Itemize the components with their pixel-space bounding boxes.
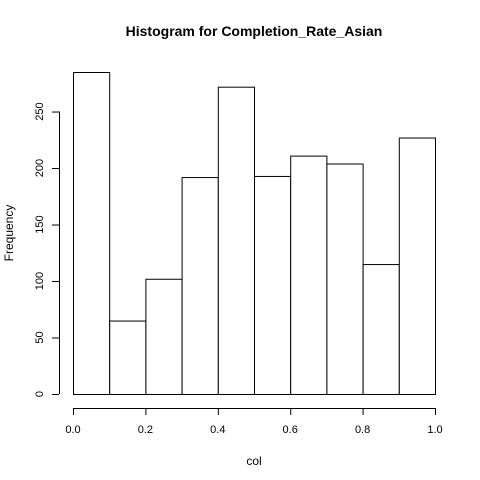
- y-tick-label: 50: [34, 331, 46, 343]
- x-tick-label: 0.4: [210, 424, 225, 436]
- x-tick-label: 0.8: [355, 424, 370, 436]
- x-tick-label: 1.0: [427, 424, 442, 436]
- histogram-bar: [290, 155, 328, 395]
- y-axis: 0 50 100 150 200 250: [34, 102, 60, 397]
- x-axis-label: col: [246, 454, 261, 468]
- y-tick-label: 0: [34, 391, 46, 397]
- x-tick-label: 0.0: [65, 424, 80, 436]
- chart-title: Histogram for Completion_Rate_Asian: [126, 23, 383, 39]
- histogram-bar: [109, 320, 147, 395]
- y-axis-label: Frequency: [2, 205, 16, 262]
- histogram-bar: [254, 175, 292, 395]
- y-tick-label: 200: [34, 159, 46, 177]
- histogram-bar: [326, 163, 364, 395]
- x-tick-label: 0.2: [138, 424, 153, 436]
- histogram-bar: [362, 264, 400, 396]
- x-axis: 0.0 0.2 0.4 0.6 0.8 1.0: [65, 408, 443, 436]
- x-tick-label: 0.6: [283, 424, 298, 436]
- histogram-bar: [217, 86, 256, 396]
- histogram-bar: [145, 278, 183, 396]
- histogram-bar: [398, 137, 436, 396]
- histogram-bar: [73, 72, 111, 395]
- y-tick-label: 100: [34, 272, 46, 290]
- y-tick-label: 250: [34, 102, 46, 120]
- bars-group: [73, 72, 436, 396]
- y-tick-label: 150: [34, 215, 46, 233]
- histogram-bar: [181, 177, 219, 395]
